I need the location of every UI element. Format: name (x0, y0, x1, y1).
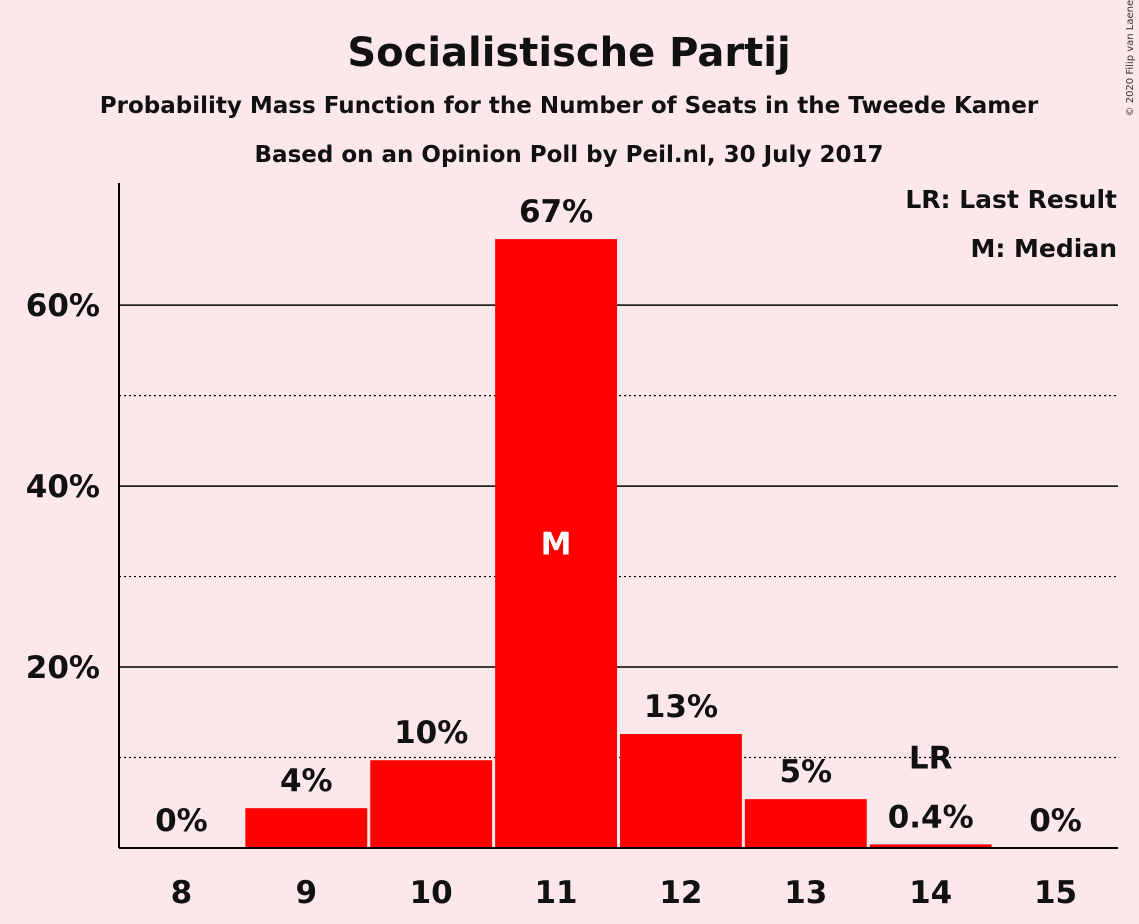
value-label: 0% (1029, 803, 1082, 839)
bar-labels: 0% 4% 10% 67% M 13% 5% 0.4% LR 0% (155, 194, 1082, 839)
chart-subtitle: Probability Mass Function for the Number… (100, 93, 1039, 119)
x-tick-label: 13 (784, 875, 827, 911)
value-label: 0.4% (888, 799, 974, 835)
chart-title: Socialistische Partij (347, 30, 790, 76)
gridlines (119, 304, 1118, 759)
value-label: 0% (155, 803, 208, 839)
value-label: 4% (280, 763, 333, 799)
y-tick-label: 60% (26, 288, 100, 324)
median-marker: M (541, 527, 572, 563)
x-tick-label: 10 (410, 875, 453, 911)
x-tick-label: 12 (659, 875, 702, 911)
x-tick-label: 14 (909, 875, 952, 911)
y-tick-label: 20% (26, 650, 100, 686)
value-label: 5% (779, 754, 832, 790)
value-label: 10% (394, 715, 468, 751)
bar-13 (744, 799, 867, 848)
x-tick-label: 9 (296, 875, 318, 911)
value-label: 13% (644, 689, 718, 725)
bar-9 (245, 808, 368, 848)
bars (245, 239, 992, 849)
axes: 20% 40% 60% 8 9 10 11 12 13 14 15 (26, 183, 1118, 911)
last-result-marker: LR (909, 740, 953, 776)
x-tick-label: 11 (534, 875, 577, 911)
x-tick-label: 15 (1034, 875, 1077, 911)
chart-source-line: Based on an Opinion Poll by Peil.nl, 30 … (255, 142, 884, 168)
y-tick-label: 40% (26, 469, 100, 505)
bar-14 (869, 844, 992, 848)
bar-10 (370, 760, 493, 848)
copyright-notice: © 2020 Filip van Laenen (1125, 0, 1136, 116)
bar-12 (620, 734, 742, 848)
bar-11 (495, 239, 617, 849)
value-label: 67% (519, 194, 593, 230)
legend-median: M: Median (970, 234, 1117, 263)
x-tick-label: 8 (171, 875, 193, 911)
legend-last-result: LR: Last Result (905, 185, 1117, 214)
